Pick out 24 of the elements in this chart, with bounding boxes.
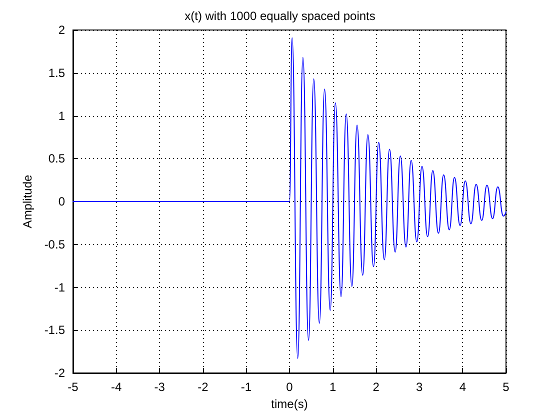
chart-title: x(t) with 1000 equally spaced points [184, 9, 376, 23]
x-tick-label: -3 [154, 380, 166, 394]
x-tick-label: 3 [416, 380, 424, 394]
x-tick-label: -5 [68, 380, 79, 394]
x-axis-title: time(s) [271, 396, 308, 411]
y-axis-title: Amplitude [20, 174, 34, 228]
x-tick-label: -1 [240, 380, 252, 394]
y-tick-label: 0 [58, 194, 66, 208]
x-tick-label: 1 [329, 380, 336, 394]
y-tick-label: 1.5 [48, 66, 66, 80]
y-tick-label: -1.5 [44, 323, 66, 338]
x-tick-label: 2 [372, 380, 380, 394]
x-tick-label: 5 [502, 380, 510, 394]
x-tick-label: -4 [110, 380, 122, 394]
y-tick-label: -1 [54, 280, 66, 294]
x-tick-label: 0 [286, 380, 294, 394]
y-tick-label: 2 [58, 23, 66, 37]
y-tick-label: 0.5 [48, 152, 66, 166]
line-series [72, 37, 506, 359]
x-tick-label: -2 [198, 380, 209, 394]
y-tick-label: 1 [58, 108, 66, 123]
y-tick-label: -2 [54, 366, 66, 380]
x-tick-label: 4 [459, 380, 466, 394]
y-tick-label: -0.5 [44, 237, 66, 252]
